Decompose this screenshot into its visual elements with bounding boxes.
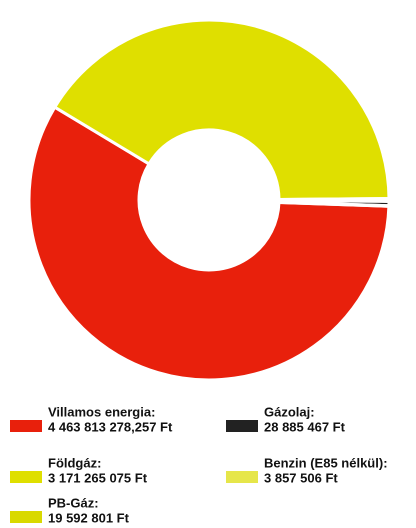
legend-swatch — [10, 471, 42, 483]
legend-label: PB-Gáz: — [48, 495, 99, 510]
legend-swatch — [226, 420, 258, 432]
legend-value: 28 885 467 Ft — [264, 419, 346, 434]
donut-slice — [277, 200, 391, 208]
legend-label: Földgáz: — [48, 455, 101, 470]
donut-slice — [52, 18, 391, 201]
legend-value: 19 592 801 Ft — [48, 510, 130, 525]
legend-swatch — [226, 471, 258, 483]
legend-value: 4 463 813 278,257 Ft — [48, 419, 173, 434]
donut-slice — [27, 105, 391, 382]
legend-swatch — [10, 420, 42, 432]
legend-swatch — [10, 511, 42, 523]
legend-label: Gázolaj: — [264, 404, 315, 419]
legend-value: 3 857 506 Ft — [264, 470, 338, 485]
legend-value: 3 171 265 075 Ft — [48, 470, 148, 485]
legend-label: Villamos energia: — [48, 404, 155, 419]
legend-label: Benzin (E85 nélkül): — [264, 455, 388, 470]
